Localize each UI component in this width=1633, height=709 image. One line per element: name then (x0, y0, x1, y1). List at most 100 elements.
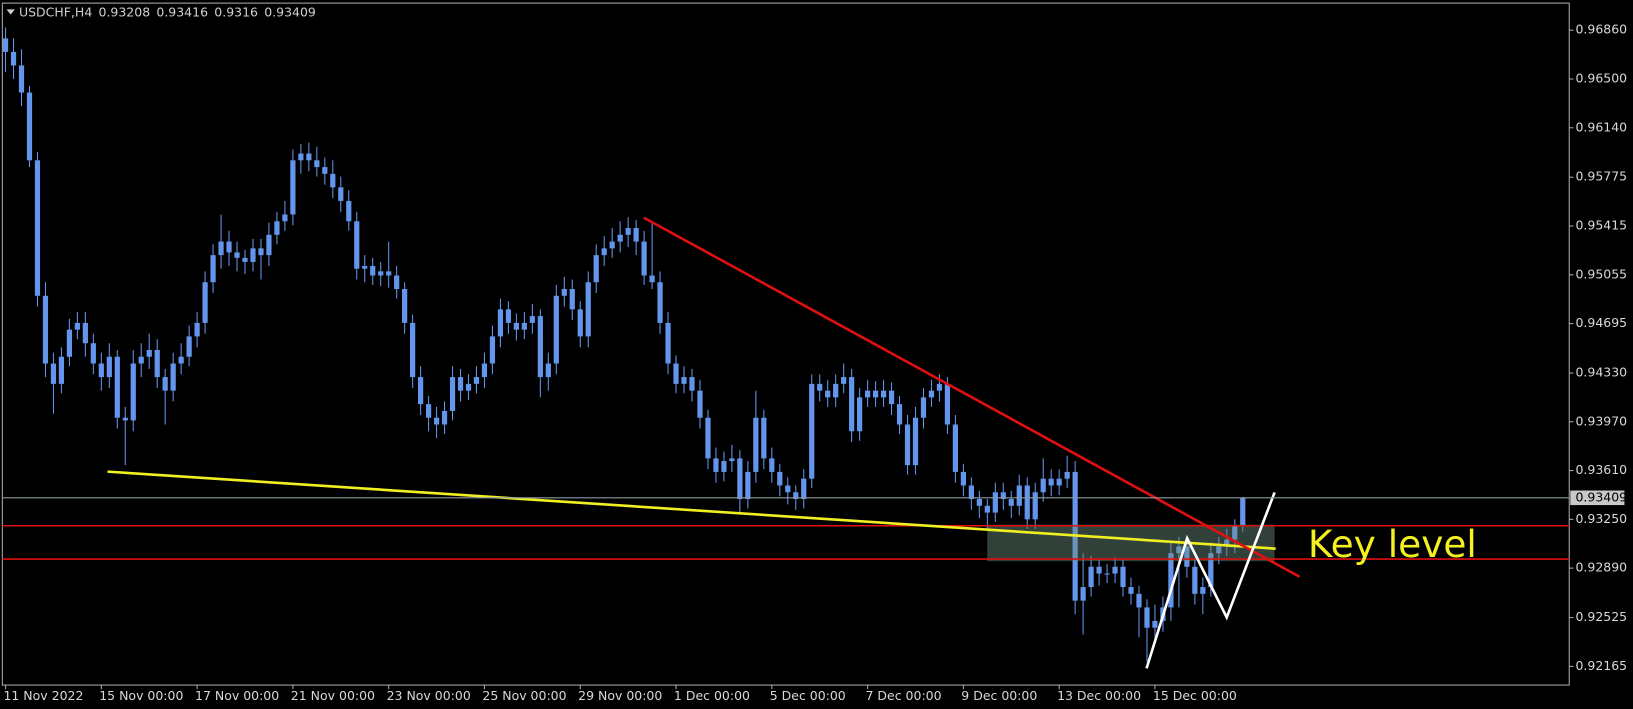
candle-body (402, 289, 408, 323)
candle-body (665, 322, 671, 364)
y-tick-label: 0.96860 (1575, 22, 1627, 37)
x-tick-label: 25 Nov 00:00 (482, 688, 566, 703)
candle-body (569, 289, 575, 310)
candle-body (66, 329, 72, 357)
y-tick-label: 0.92165 (1575, 658, 1627, 673)
candle-body (777, 471, 783, 486)
candle-body (378, 271, 384, 276)
candle-body (1128, 587, 1134, 594)
candle-body (226, 241, 232, 253)
y-tick-label: 0.96500 (1575, 70, 1627, 85)
candle-body (170, 363, 176, 391)
candle-body (976, 499, 982, 506)
candle-body (186, 336, 192, 357)
candle-body (1216, 546, 1222, 554)
candle-body (1080, 587, 1086, 601)
candle-body (641, 241, 647, 276)
candle-body (234, 252, 240, 258)
candle-body (825, 390, 831, 398)
candle-body (138, 356, 144, 364)
candle-body (1232, 525, 1238, 540)
x-tick-label: 9 Dec 00:00 (961, 688, 1037, 703)
candle-body (904, 424, 911, 466)
candle-body (721, 461, 727, 472)
candle-body (1056, 478, 1062, 486)
candle-body (1032, 492, 1038, 520)
candle-body (785, 485, 791, 493)
candle-body (1096, 566, 1102, 574)
candle-body (1112, 566, 1118, 574)
candle-body (585, 282, 591, 337)
candle-body (122, 417, 128, 421)
candle-body (521, 322, 527, 330)
candle-body (130, 363, 136, 421)
candle-body (106, 356, 112, 378)
candle-body (465, 383, 472, 391)
candle-body (1240, 497, 1246, 526)
candle-body (386, 271, 392, 276)
candle-body (282, 214, 288, 222)
candle-body (418, 377, 424, 405)
candle-body (633, 228, 639, 242)
candle-body (1200, 587, 1206, 594)
candle-body (841, 377, 847, 384)
candle-body (1176, 546, 1182, 554)
candle-body (928, 390, 935, 398)
candle-body (984, 505, 990, 513)
candle-body (745, 471, 751, 500)
candle-body (1152, 620, 1158, 628)
candle-body (1136, 593, 1142, 608)
collapse-icon[interactable] (6, 9, 15, 15)
candle-body (545, 363, 551, 378)
candle-body (1184, 546, 1190, 567)
candle-body (912, 417, 919, 466)
candle-body (505, 309, 512, 323)
y-tick-label: 0.93610 (1575, 462, 1627, 477)
candle-body (753, 417, 759, 472)
header-text: USDCHF,H4 0.93208 0.93416 0.9316 0.93409 (19, 4, 316, 19)
candle-body (1016, 485, 1022, 506)
candle-body (210, 255, 216, 283)
x-tick-label: 5 Dec 00:00 (770, 688, 846, 703)
header-value: USDCHF,H4 (19, 4, 92, 19)
candle-body (50, 363, 57, 384)
x-tick-label: 7 Dec 00:00 (866, 688, 942, 703)
candle-body (489, 336, 496, 364)
candle-body (992, 492, 998, 513)
candle-body (290, 160, 296, 215)
x-tick-label: 21 Nov 00:00 (291, 688, 375, 703)
candle-body (322, 167, 328, 174)
candle-body (362, 265, 368, 269)
candles (2, 27, 1246, 662)
candle-body (793, 492, 799, 500)
candle-body (849, 377, 855, 432)
candle-body (968, 485, 974, 500)
candle-body (1048, 478, 1054, 486)
candle-body (98, 363, 104, 378)
candle-body (146, 349, 152, 357)
candle-body (1008, 499, 1014, 506)
drawings: Key level (2, 216, 1570, 669)
candle-body (872, 390, 879, 398)
candle-body (394, 275, 400, 290)
candle-body (817, 383, 823, 391)
candle-body (729, 458, 735, 462)
current-price-label: 0.93409 (1575, 489, 1627, 504)
y-tick-label: 0.96140 (1575, 119, 1627, 134)
candle-body (944, 383, 951, 425)
zigzag (1145, 491, 1276, 669)
candle-body (577, 309, 583, 337)
candle-body (681, 377, 687, 384)
candle-body (609, 241, 615, 249)
candle-body (1064, 471, 1070, 479)
header-value: 0.93409 (264, 4, 316, 19)
candle-body (1088, 566, 1094, 588)
candle-body (298, 153, 304, 161)
candle-body (920, 397, 927, 418)
x-tick-label: 13 Dec 00:00 (1057, 688, 1141, 703)
candle-body (74, 322, 80, 330)
candle-body (737, 458, 743, 500)
